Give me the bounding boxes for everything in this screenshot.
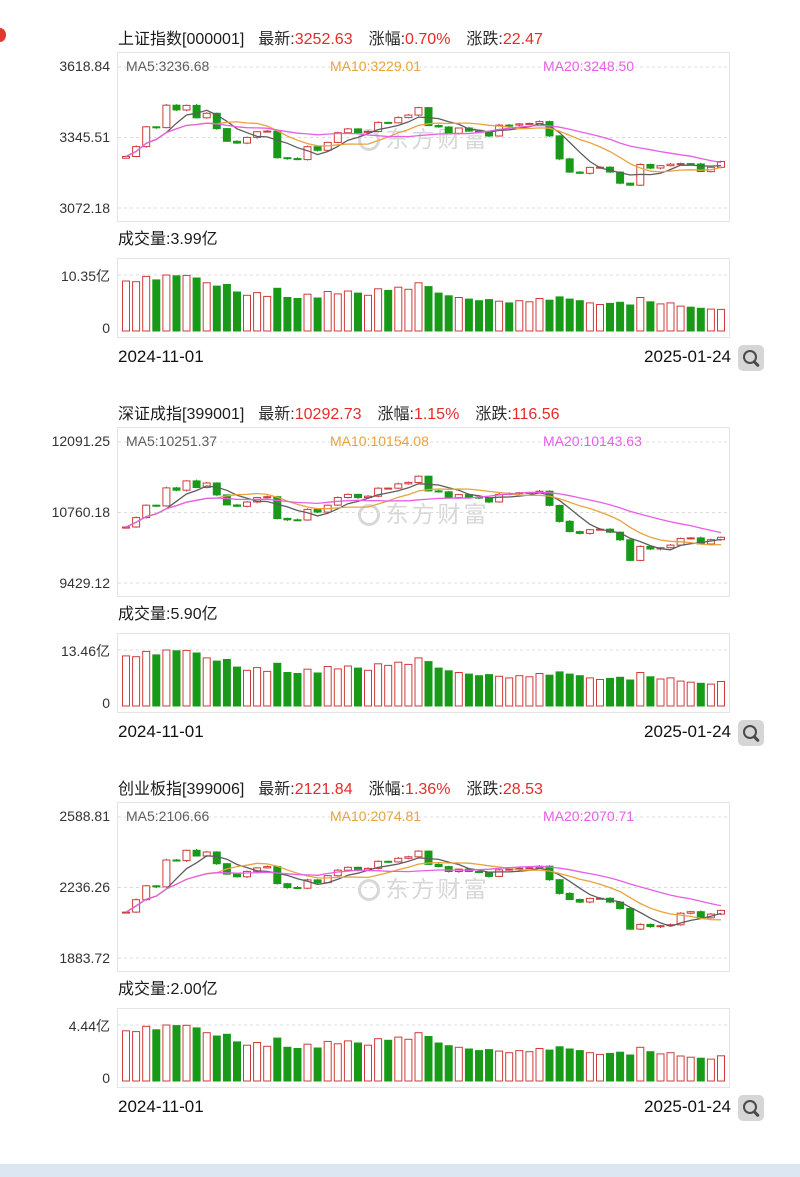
chart-header: 创业板指[399006] 最新:2121.84 涨幅:1.36% 涨跌:28.53 [118, 778, 800, 802]
volume-axis-labels: 13.46亿 0 [0, 633, 117, 713]
latest-label: 最新: [258, 781, 295, 798]
end-date: 2025-01-24 [644, 1097, 731, 1116]
chg-label: 涨跌: [466, 781, 503, 798]
volume-plot[interactable] [118, 259, 729, 337]
axis-tick: 3345.51 [59, 129, 110, 145]
pct-value: 1.36% [405, 781, 451, 798]
candlestick-chart[interactable]: MA5:10251.37 MA10:10154.08 MA20:10143.63… [117, 427, 730, 597]
volume-title: 成交量:2.00亿 [118, 981, 218, 998]
latest-value: 3252.63 [294, 31, 353, 48]
start-date: 2024-11-01 [118, 347, 204, 366]
axis-tick: 2236.26 [59, 879, 110, 895]
price-axis-labels: 2588.81 2236.26 1883.72 [0, 802, 117, 972]
date-axis: 2024-11-01 2025-01-24 [118, 713, 764, 746]
latest-value: 10292.73 [294, 406, 362, 423]
axis-tick: 3618.84 [59, 58, 110, 74]
candlestick-plot[interactable] [118, 803, 729, 971]
index-title: 创业板指[399006] [118, 781, 245, 798]
axis-tick: 3072.18 [59, 200, 110, 216]
zoom-button[interactable] [738, 720, 764, 746]
chg-value: 116.56 [511, 406, 560, 423]
volume-plot[interactable] [118, 634, 729, 712]
volume-axis-labels: 4.44亿 0 [0, 1008, 117, 1088]
candlestick-chart[interactable]: MA5:2106.66 MA10:2074.81 MA20:2070.71 东方… [117, 802, 730, 972]
axis-tick: 12091.25 [51, 433, 110, 449]
pct-value: 1.15% [413, 406, 460, 423]
index-title: 上证指数[000001] [118, 31, 245, 48]
bottom-panel-edge [0, 1164, 800, 1177]
pct-label: 涨幅: [368, 781, 406, 798]
chg-value: 22.47 [502, 31, 543, 48]
zoom-button[interactable] [738, 1095, 764, 1121]
latest-value: 2121.84 [294, 781, 353, 798]
chg-value: 28.53 [502, 781, 543, 798]
volume-chart[interactable] [117, 633, 730, 713]
end-date: 2025-01-24 [644, 722, 731, 741]
price-axis-labels: 3618.84 3345.51 3072.18 [0, 52, 117, 222]
axis-tick: 10.35亿 [60, 268, 110, 284]
volume-plot[interactable] [118, 1009, 729, 1087]
date-axis: 2024-11-01 2025-01-24 [118, 338, 764, 371]
candlestick-plot[interactable] [118, 53, 729, 221]
pct-label: 涨幅: [377, 406, 414, 423]
axis-tick: 0 [102, 1070, 110, 1086]
axis-tick: 0 [102, 320, 110, 336]
start-date: 2024-11-01 [118, 722, 204, 741]
axis-tick: 1883.72 [59, 950, 110, 966]
axis-tick: 13.46亿 [60, 643, 110, 659]
start-date: 2024-11-01 [118, 1097, 204, 1116]
shenzhen-index-section: 深证成指[399001] 最新:10292.73 涨幅:1.15% 涨跌:116.56… [0, 375, 800, 746]
volume-chart[interactable] [117, 1008, 730, 1088]
axis-tick: 0 [102, 695, 110, 711]
volume-title: 成交量:3.99亿 [118, 231, 218, 248]
latest-label: 最新: [258, 31, 295, 48]
axis-tick: 4.44亿 [68, 1018, 110, 1034]
axis-tick: 10760.18 [51, 504, 110, 520]
candlestick-chart[interactable]: MA5:3236.68 MA10:3229.01 MA20:3248.50 东方… [117, 52, 730, 222]
price-axis-labels: 12091.25 10760.18 9429.12 [0, 427, 117, 597]
chart-header: 上证指数[000001] 最新:3252.63 涨幅:0.70% 涨跌:22.47 [118, 28, 800, 52]
axis-tick: 2588.81 [59, 808, 110, 824]
zoom-button[interactable] [738, 345, 764, 371]
volume-title: 成交量:5.90亿 [118, 606, 218, 623]
pct-value: 0.70% [405, 31, 451, 48]
chinext-index-section: 创业板指[399006] 最新:2121.84 涨幅:1.36% 涨跌:28.53 2… [0, 750, 800, 1121]
volume-axis-labels: 10.35亿 0 [0, 258, 117, 338]
left-edge-marker [0, 28, 6, 42]
date-axis: 2024-11-01 2025-01-24 [118, 1088, 764, 1121]
chg-label: 涨跌: [475, 406, 512, 423]
index-title: 深证成指[399001] [118, 406, 245, 423]
axis-tick: 9429.12 [59, 575, 110, 591]
chart-header: 深证成指[399001] 最新:10292.73 涨幅:1.15% 涨跌:116.56 [118, 403, 800, 427]
pct-label: 涨幅: [368, 31, 406, 48]
latest-label: 最新: [258, 406, 295, 423]
chg-label: 涨跌: [466, 31, 503, 48]
shanghai-index-section: 上证指数[000001] 最新:3252.63 涨幅:0.70% 涨跌:22.47 3… [0, 0, 800, 371]
end-date: 2025-01-24 [644, 347, 731, 366]
volume-chart[interactable] [117, 258, 730, 338]
candlestick-plot[interactable] [118, 428, 729, 596]
